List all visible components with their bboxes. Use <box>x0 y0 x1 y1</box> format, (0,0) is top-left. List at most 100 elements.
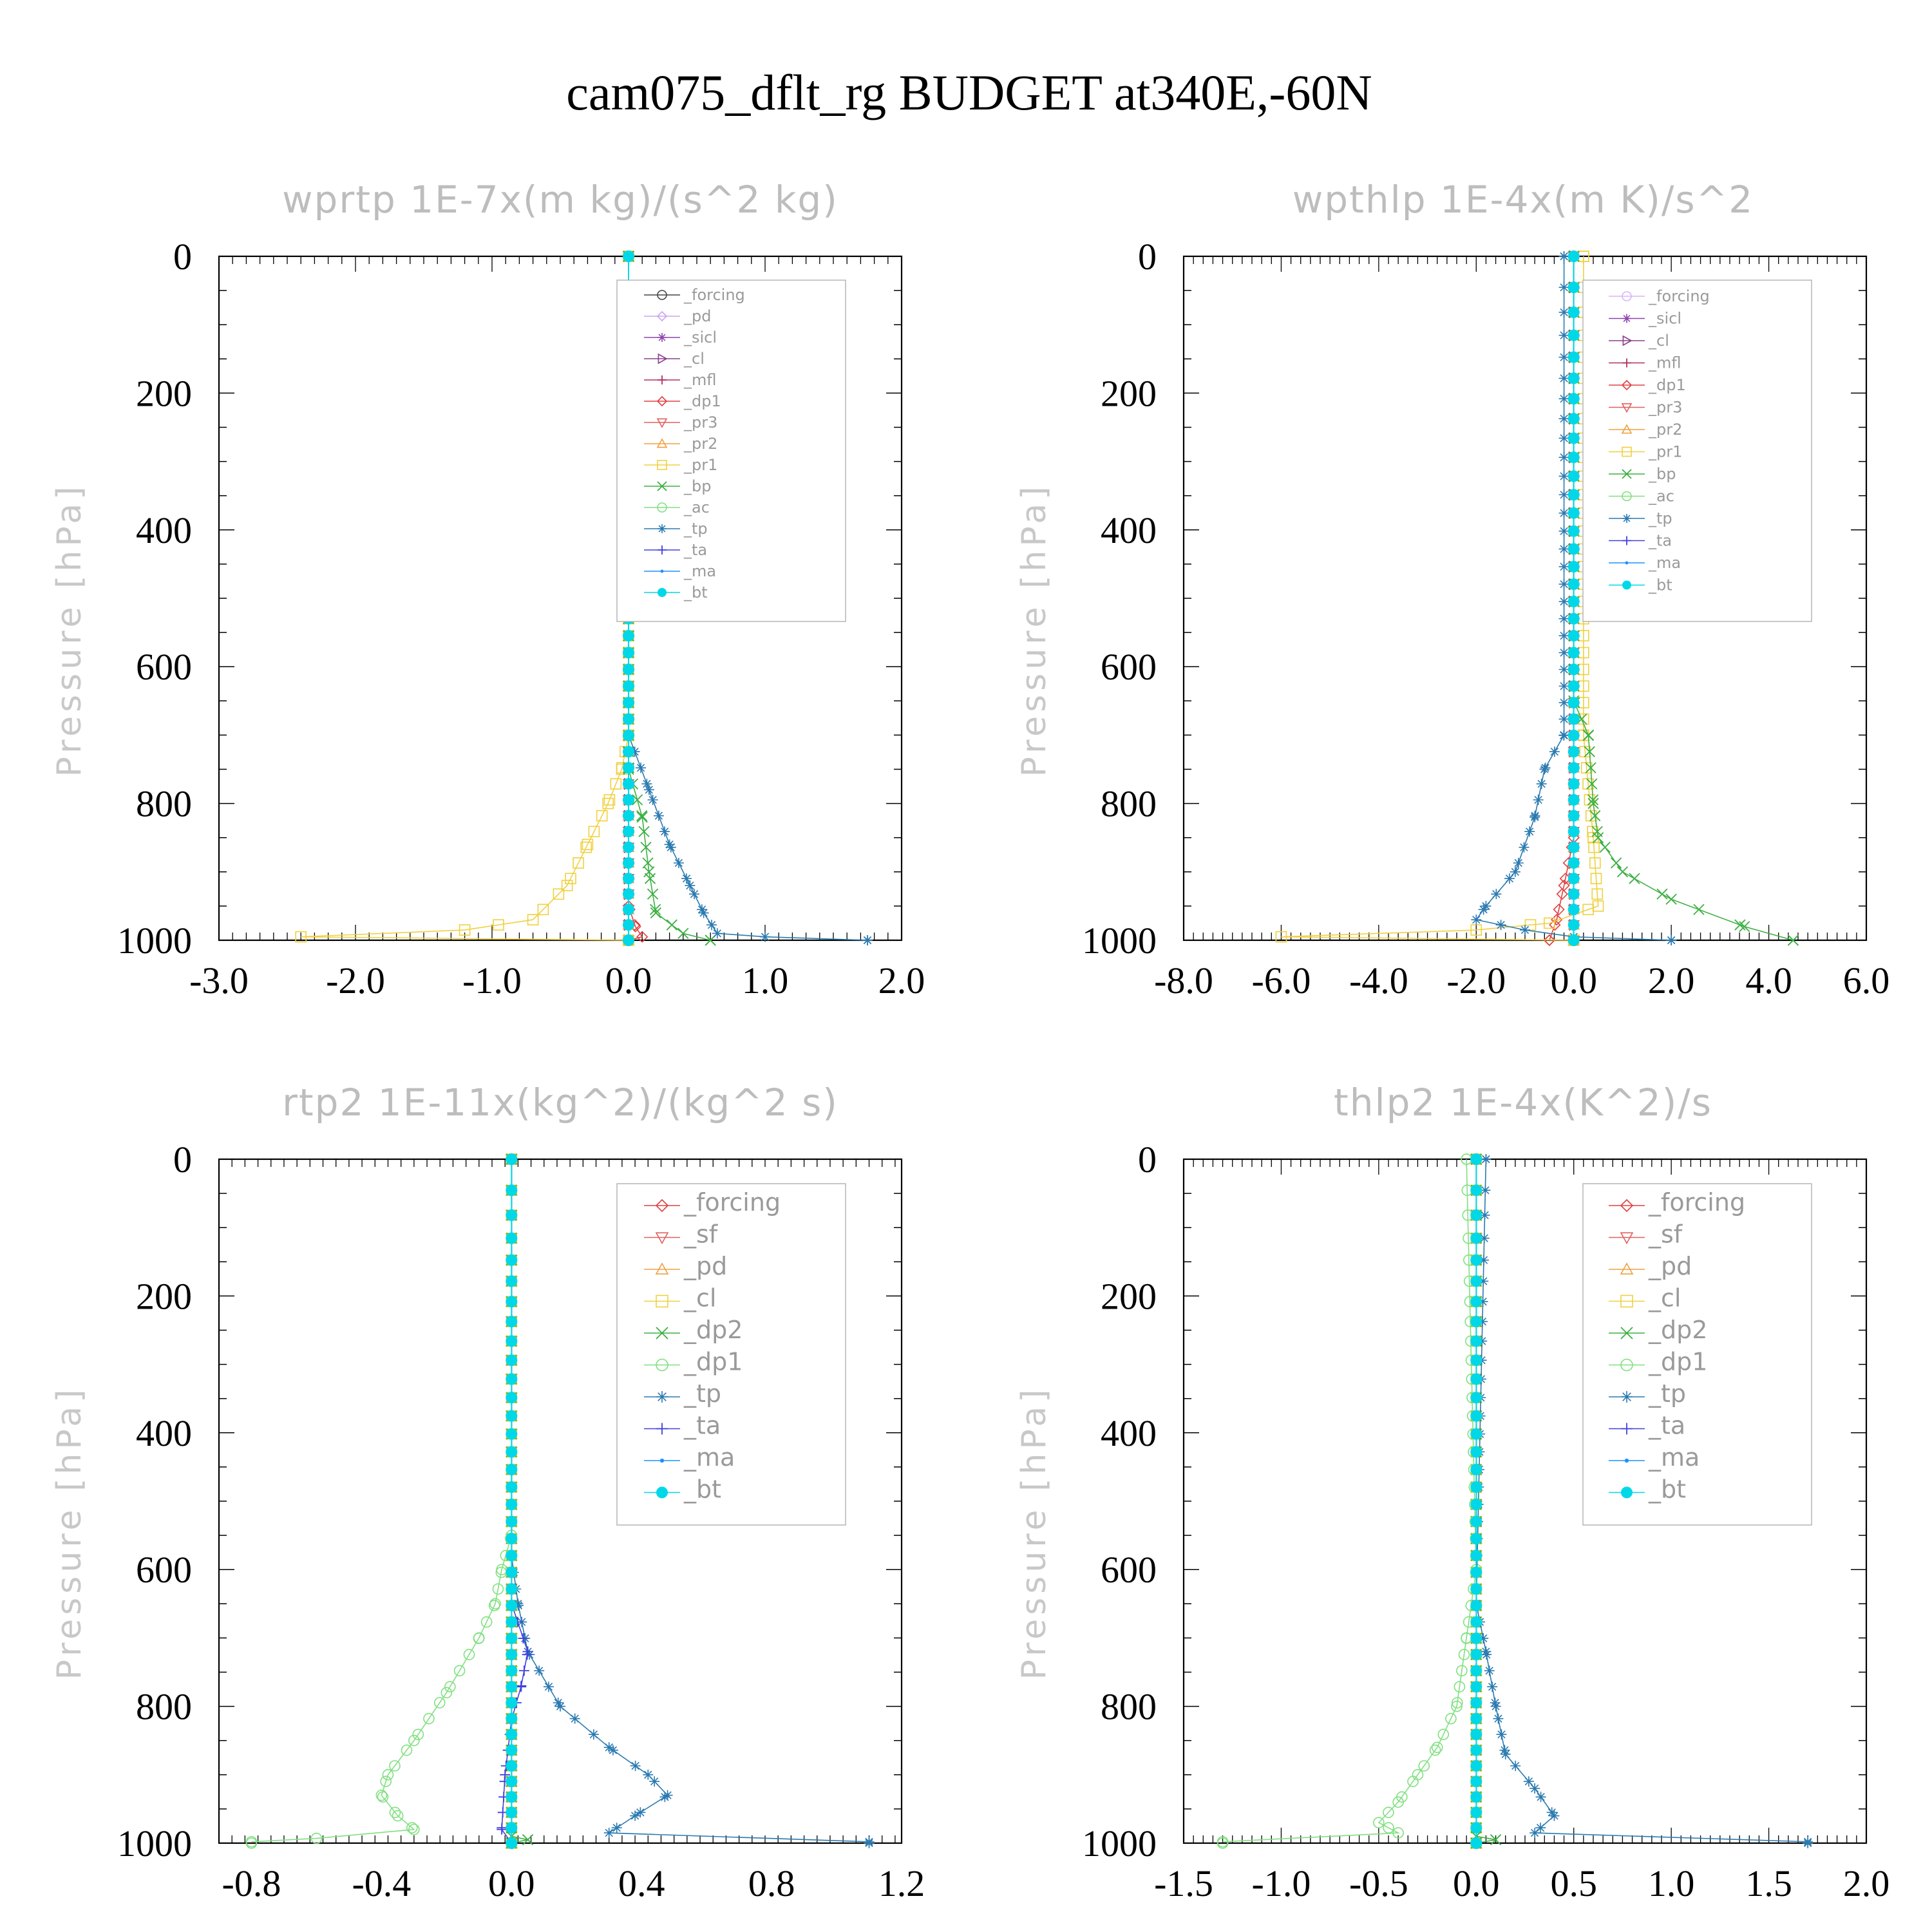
legend-swatch-marker <box>658 375 667 384</box>
series-marker <box>1567 857 1580 869</box>
series-marker <box>681 873 692 884</box>
series-marker <box>392 1810 404 1822</box>
legend-swatch-marker <box>656 1358 668 1372</box>
series-marker <box>380 1776 392 1787</box>
series-marker <box>636 762 647 773</box>
series-marker <box>1458 1649 1470 1660</box>
series-marker <box>623 647 634 659</box>
legend-label: _dp2 <box>1648 1316 1707 1344</box>
legend-swatch-marker <box>658 545 667 554</box>
series-marker <box>1470 1632 1482 1644</box>
series-marker <box>623 841 634 853</box>
series-marker <box>1451 1700 1463 1712</box>
legend-label: _bp <box>683 477 711 495</box>
series-marker <box>1567 841 1580 853</box>
legend-item: _pd <box>1609 1252 1692 1280</box>
legend-label: _pr1 <box>683 456 717 474</box>
legend-item: _cl <box>644 350 705 368</box>
legend-item: _ma <box>644 1443 735 1472</box>
series-marker <box>659 1792 670 1803</box>
series-marker <box>1693 904 1705 915</box>
legend-swatch-marker <box>655 1232 669 1245</box>
y-tick-label: 800 <box>136 783 192 825</box>
series-marker <box>1558 596 1569 607</box>
chart-panel-1: wprtp 1E-7x(m kg)/(s^2 kg) Pressure [hPa]… <box>50 178 925 1001</box>
series-marker <box>492 1583 504 1595</box>
y-axis-label: Pressure [hPa] <box>1015 1386 1054 1680</box>
series-marker <box>506 1616 518 1628</box>
series-marker <box>1567 680 1580 692</box>
series-marker <box>650 907 662 919</box>
series-marker <box>506 1446 518 1458</box>
series-marker <box>506 1744 518 1756</box>
legend-label: _ta <box>1648 1412 1685 1440</box>
series-marker <box>623 873 634 885</box>
series-marker <box>527 914 539 925</box>
series-marker <box>643 784 654 795</box>
x-tick-label: -0.8 <box>222 1862 281 1904</box>
series-marker <box>1477 1296 1488 1307</box>
series-marker <box>1470 1335 1482 1347</box>
legend-swatch-marker <box>656 1294 668 1308</box>
series-marker <box>653 810 664 821</box>
legend-item: _dp2 <box>1609 1316 1707 1344</box>
series-marker <box>1470 1209 1482 1221</box>
series-marker <box>603 794 616 806</box>
legend-label: _cl <box>683 1284 716 1312</box>
legend-label: _ma <box>1648 1443 1700 1472</box>
series-marker <box>1470 1354 1482 1367</box>
series-marker <box>543 1681 554 1692</box>
series-marker <box>1590 873 1602 884</box>
series-marker <box>459 924 471 936</box>
y-tick-label: 800 <box>136 1686 192 1728</box>
series-marker <box>506 1232 518 1244</box>
series-marker <box>1567 251 1580 262</box>
legend-item: _tp <box>1609 509 1672 527</box>
y-tick-label: 600 <box>136 1549 192 1591</box>
series-marker <box>1533 795 1544 806</box>
series-marker <box>1656 888 1668 900</box>
series-marker <box>1470 1254 1482 1266</box>
legend-label: _bt <box>1648 576 1672 594</box>
x-tick-label: -6.0 <box>1252 960 1311 1001</box>
x-tick-label: 0.0 <box>488 1862 535 1904</box>
legend-label: _cl <box>1648 332 1669 350</box>
legend-label: _pr3 <box>683 413 717 431</box>
legend-item: _ma <box>1609 1443 1700 1472</box>
series-marker <box>1558 561 1569 572</box>
legend-swatch-marker <box>1622 514 1631 523</box>
legend-box <box>1582 279 1812 622</box>
series-marker <box>389 1806 401 1819</box>
series-marker <box>506 1335 518 1347</box>
legend-label: _forcing <box>1648 287 1710 305</box>
y-tick-label: 1000 <box>1082 1823 1157 1864</box>
legend: _forcing _pd _sicl _cl _mfl _dp1 _pr3 _pr2 _pr1 _… <box>616 279 846 622</box>
legend-swatch-marker <box>1620 1232 1634 1245</box>
x-tick-label: 2.0 <box>1648 960 1695 1001</box>
series-marker <box>401 1744 413 1756</box>
series-marker <box>1567 413 1580 425</box>
series-marker <box>1470 1373 1482 1385</box>
series-marker <box>389 1760 401 1772</box>
series-marker <box>444 1681 456 1693</box>
legend-label: _pr1 <box>1648 443 1682 461</box>
series-marker <box>659 826 670 837</box>
legend: _forcing _sicl _cl _mfl _dp1 _pr3 _pr2 _pr1 _bp _… <box>1582 279 1812 622</box>
legend-item: _mfl <box>644 371 717 389</box>
legend-swatch-marker <box>1621 403 1633 413</box>
series-marker <box>1544 917 1555 929</box>
series-marker <box>518 1665 529 1676</box>
series-marker <box>698 907 709 918</box>
series-marker <box>1484 1665 1495 1676</box>
series-marker <box>1587 794 1599 806</box>
series-marker <box>623 794 634 806</box>
series-marker <box>506 1481 518 1493</box>
x-tick-label: -8.0 <box>1154 960 1213 1001</box>
legend-label: _dp1 <box>683 392 721 410</box>
legend-swatch-marker <box>657 290 667 300</box>
series-marker <box>506 1184 518 1197</box>
series-marker <box>1584 746 1595 757</box>
series-marker <box>1487 1681 1498 1692</box>
y-tick-label: 200 <box>1101 1275 1157 1317</box>
series-marker <box>1567 934 1580 946</box>
